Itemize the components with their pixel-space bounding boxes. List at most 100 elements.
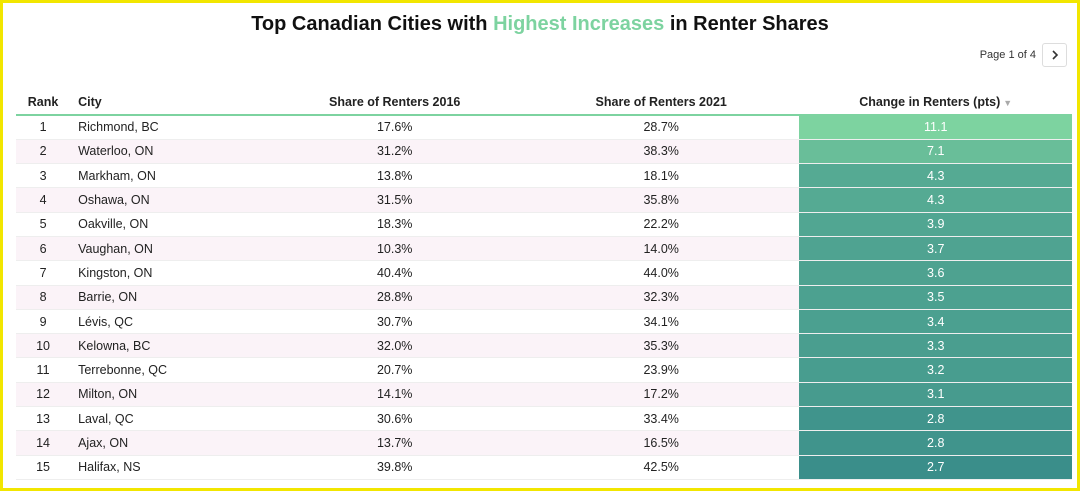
cell-share-2016: 39.8% [266, 455, 523, 480]
table-row: 6 Vaughan, ON 10.3% 14.0% 3.7 [16, 236, 1072, 262]
cell-city: Ajax, ON [70, 430, 267, 456]
column-header-city[interactable]: City [70, 90, 267, 116]
cell-share-2021: 35.3% [522, 333, 800, 359]
cell-change: 3.7 [799, 236, 1072, 262]
cell-share-2021: 33.4% [522, 406, 800, 432]
cell-change: 3.5 [799, 285, 1072, 310]
table-row: 15 Halifax, NS 39.8% 42.5% 2.7 [16, 455, 1072, 480]
cell-change: 2.8 [799, 406, 1072, 432]
cell-share-2016: 31.5% [266, 187, 523, 213]
cell-share-2016: 31.2% [266, 139, 523, 165]
title-suffix: in Renter Shares [664, 13, 829, 35]
cell-share-2021: 32.3% [522, 285, 800, 310]
table-row: 8 Barrie, ON 28.8% 32.3% 3.5 [16, 285, 1072, 310]
column-header-share-2021[interactable]: Share of Renters 2021 [522, 90, 800, 116]
cell-share-2021: 16.5% [522, 430, 800, 456]
cell-rank: 11 [16, 357, 71, 383]
column-header-change[interactable]: Change in Renters (pts) ▼ [799, 90, 1072, 116]
cell-city: Markham, ON [70, 163, 267, 189]
table-row: 7 Kingston, ON 40.4% 44.0% 3.6 [16, 260, 1072, 286]
cell-share-2021: 42.5% [522, 455, 800, 480]
cell-rank: 14 [16, 430, 71, 456]
cell-city: Vaughan, ON [70, 236, 267, 262]
cell-rank: 12 [16, 382, 71, 408]
cell-change: 3.4 [799, 309, 1072, 335]
column-header-share-2016[interactable]: Share of Renters 2016 [266, 90, 523, 116]
cell-city: Waterloo, ON [70, 139, 267, 165]
chart-title: Top Canadian Cities with Highest Increas… [3, 13, 1077, 36]
cell-change: 3.9 [799, 212, 1072, 237]
cell-share-2021: 38.3% [522, 139, 800, 165]
table-row: 3 Markham, ON 13.8% 18.1% 4.3 [16, 163, 1072, 189]
table-row: 1 Richmond, BC 17.6% 28.7% 11.1 [16, 115, 1072, 140]
cell-rank: 10 [16, 333, 71, 359]
column-header-change-label: Change in Renters (pts) [859, 95, 1001, 109]
cell-city: Oakville, ON [70, 212, 267, 237]
cell-rank: 4 [16, 187, 71, 213]
cell-rank: 13 [16, 406, 71, 432]
cell-share-2021: 18.1% [522, 163, 800, 189]
cell-city: Laval, QC [70, 406, 267, 432]
cell-rank: 5 [16, 212, 71, 237]
cell-change: 4.3 [799, 163, 1072, 189]
cell-share-2021: 17.2% [522, 382, 800, 408]
cell-share-2021: 23.9% [522, 357, 800, 383]
cell-share-2016: 13.7% [266, 430, 523, 456]
cell-share-2016: 28.8% [266, 285, 523, 310]
cell-share-2016: 30.7% [266, 309, 523, 335]
cell-share-2016: 14.1% [266, 382, 523, 408]
header-row: Rank City Share of Renters 2016 Share of… [16, 90, 1072, 116]
cell-rank: 9 [16, 309, 71, 335]
cell-share-2016: 40.4% [266, 260, 523, 286]
cell-rank: 8 [16, 285, 71, 310]
cell-share-2021: 28.7% [522, 115, 800, 140]
cell-city: Barrie, ON [70, 285, 267, 310]
cell-change: 3.2 [799, 357, 1072, 383]
cell-share-2016: 13.8% [266, 163, 523, 189]
table-row: 10 Kelowna, BC 32.0% 35.3% 3.3 [16, 333, 1072, 359]
table-row: 9 Lévis, QC 30.7% 34.1% 3.4 [16, 309, 1072, 335]
table-row: 2 Waterloo, ON 31.2% 38.3% 7.1 [16, 139, 1072, 165]
cell-city: Richmond, BC [70, 115, 267, 140]
cell-share-2016: 18.3% [266, 212, 523, 237]
table-row: 14 Ajax, ON 13.7% 16.5% 2.8 [16, 430, 1072, 456]
title-prefix: Top Canadian Cities with [251, 13, 494, 35]
cell-change: 2.7 [799, 455, 1072, 480]
cell-city: Terrebonne, QC [70, 357, 267, 383]
page-indicator: Page 1 of 4 [979, 49, 1036, 61]
cell-rank: 15 [16, 455, 71, 480]
cell-change: 3.3 [799, 333, 1072, 359]
column-header-rank[interactable]: Rank [16, 90, 71, 116]
table-row: 4 Oshawa, ON 31.5% 35.8% 4.3 [16, 187, 1072, 213]
next-page-button[interactable] [1042, 43, 1067, 67]
cell-city: Milton, ON [70, 382, 267, 408]
cell-share-2021: 35.8% [522, 187, 800, 213]
cell-share-2016: 10.3% [266, 236, 523, 262]
cell-rank: 1 [16, 115, 71, 140]
cell-change: 11.1 [799, 115, 1072, 140]
table-row: 12 Milton, ON 14.1% 17.2% 3.1 [16, 382, 1072, 408]
cell-city: Oshawa, ON [70, 187, 267, 213]
pagination: Page 1 of 4 [980, 43, 1067, 67]
cell-city: Halifax, NS [70, 455, 267, 480]
cell-city: Kingston, ON [70, 260, 267, 286]
data-table: Rank City Share of Renters 2016 Share of… [16, 90, 1072, 480]
cell-share-2021: 44.0% [522, 260, 800, 286]
table-row: 13 Laval, QC 30.6% 33.4% 2.8 [16, 406, 1072, 432]
cell-share-2016: 20.7% [266, 357, 523, 383]
cell-city: Lévis, QC [70, 309, 267, 335]
sort-descending-icon: ▼ [1003, 98, 1013, 108]
cell-rank: 2 [16, 139, 71, 165]
table-row: 11 Terrebonne, QC 20.7% 23.9% 3.2 [16, 357, 1072, 383]
cell-change: 2.8 [799, 430, 1072, 456]
cell-city: Kelowna, BC [70, 333, 267, 359]
cell-change: 4.3 [799, 187, 1072, 213]
cell-rank: 6 [16, 236, 71, 262]
cell-change: 7.1 [799, 139, 1072, 165]
cell-share-2021: 14.0% [522, 236, 800, 262]
title-highlight: Highest Increases [493, 13, 665, 35]
cell-change: 3.1 [799, 382, 1072, 408]
cell-share-2016: 17.6% [266, 115, 523, 140]
cell-change: 3.6 [799, 260, 1072, 286]
